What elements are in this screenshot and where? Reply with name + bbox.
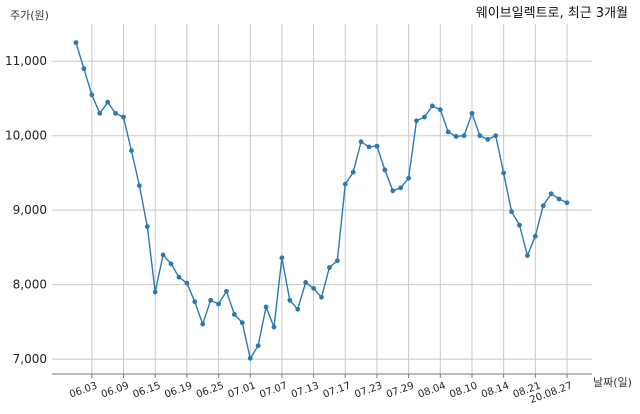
grid — [52, 24, 592, 374]
data-point — [406, 175, 412, 181]
y-axis: 7,000 8,000 9,000 10,000 11,000 — [5, 54, 47, 366]
data-point — [437, 107, 443, 113]
data-point — [374, 143, 380, 149]
data-point — [382, 167, 388, 173]
price-line — [75, 42, 568, 361]
data-point — [556, 196, 562, 202]
data-point — [390, 188, 396, 194]
data-point — [548, 191, 554, 197]
data-point — [358, 139, 364, 145]
x-tick-label: 08.04 — [417, 380, 448, 400]
data-point — [485, 137, 491, 142]
data-point — [239, 320, 245, 326]
x-tick-label: 07.13 — [290, 380, 321, 400]
data-point — [350, 169, 356, 175]
x-tick-label: 07.17 — [322, 380, 353, 400]
data-point — [208, 297, 214, 303]
data-point — [129, 148, 134, 153]
data-point — [231, 312, 237, 317]
y-tick-label: 9,000 — [13, 203, 47, 217]
data-point — [184, 280, 190, 286]
y-tick-label: 7,000 — [13, 352, 47, 366]
data-point — [429, 103, 435, 109]
data-point — [366, 144, 372, 150]
data-point — [517, 222, 522, 228]
data-point — [453, 134, 459, 139]
data-point — [334, 258, 340, 264]
x-tick-label: 07.29 — [385, 380, 416, 400]
data-point — [89, 92, 95, 98]
x-tick-label: 06.25 — [195, 380, 226, 400]
data-point — [121, 114, 126, 120]
data-point — [501, 170, 507, 176]
data-point — [105, 99, 111, 105]
x-tick-label: 07.07 — [258, 380, 289, 400]
data-point — [303, 280, 309, 285]
data-point — [81, 66, 87, 72]
data-point — [192, 299, 198, 305]
data-point — [461, 133, 467, 139]
data-point — [279, 255, 285, 261]
data-point — [398, 185, 404, 191]
x-tick-label: 06.19 — [163, 380, 194, 400]
data-point — [73, 40, 79, 46]
data-point — [97, 110, 103, 116]
data-point — [445, 129, 451, 135]
data-points — [73, 40, 570, 361]
data-point — [216, 301, 221, 307]
y-tick-label: 10,000 — [5, 129, 47, 143]
y-tick-label: 11,000 — [5, 54, 47, 68]
x-tick-label: 07.23 — [353, 380, 384, 400]
x-tick-label: 08.14 — [480, 380, 511, 400]
x-tick-label: 06.09 — [100, 380, 131, 400]
data-point — [160, 252, 166, 258]
data-point — [414, 118, 419, 124]
data-point — [168, 261, 174, 267]
data-point — [342, 181, 348, 187]
x-axis-label: 날짜(일) — [593, 375, 632, 389]
x-axis: 06.03 06.09 06.15 06.19 06.25 07.01 07.07 07.13… — [68, 374, 574, 406]
data-point — [469, 110, 475, 116]
data-point — [422, 114, 427, 120]
x-tick-label: 06.15 — [132, 380, 163, 400]
x-tick-label: 08.10 — [448, 380, 479, 400]
chart-title: 웨이브일렉트로, 최근 3개월 — [476, 6, 628, 21]
y-axis-label: 주가(원) — [10, 9, 49, 22]
data-point — [144, 224, 150, 229]
data-point — [247, 355, 253, 361]
data-point — [532, 233, 538, 239]
y-tick-label: 8,000 — [13, 278, 47, 292]
data-point — [564, 200, 570, 206]
data-point — [327, 265, 332, 270]
data-point — [113, 110, 118, 116]
data-point — [263, 304, 269, 310]
data-point — [200, 321, 206, 327]
data-point — [176, 274, 182, 280]
x-tick-label: 06.03 — [68, 380, 99, 400]
x-tick-label: 07.01 — [227, 380, 258, 400]
data-point — [255, 343, 261, 349]
data-point — [540, 203, 546, 209]
data-point — [295, 306, 301, 312]
data-point — [271, 324, 277, 330]
data-point — [319, 294, 324, 300]
data-point — [509, 209, 514, 215]
data-point — [152, 289, 158, 295]
data-point — [477, 133, 483, 139]
data-point — [224, 288, 229, 294]
data-point — [493, 133, 499, 139]
data-point — [136, 183, 142, 188]
data-point — [287, 297, 293, 303]
data-point — [311, 285, 316, 291]
data-point — [525, 253, 530, 258]
